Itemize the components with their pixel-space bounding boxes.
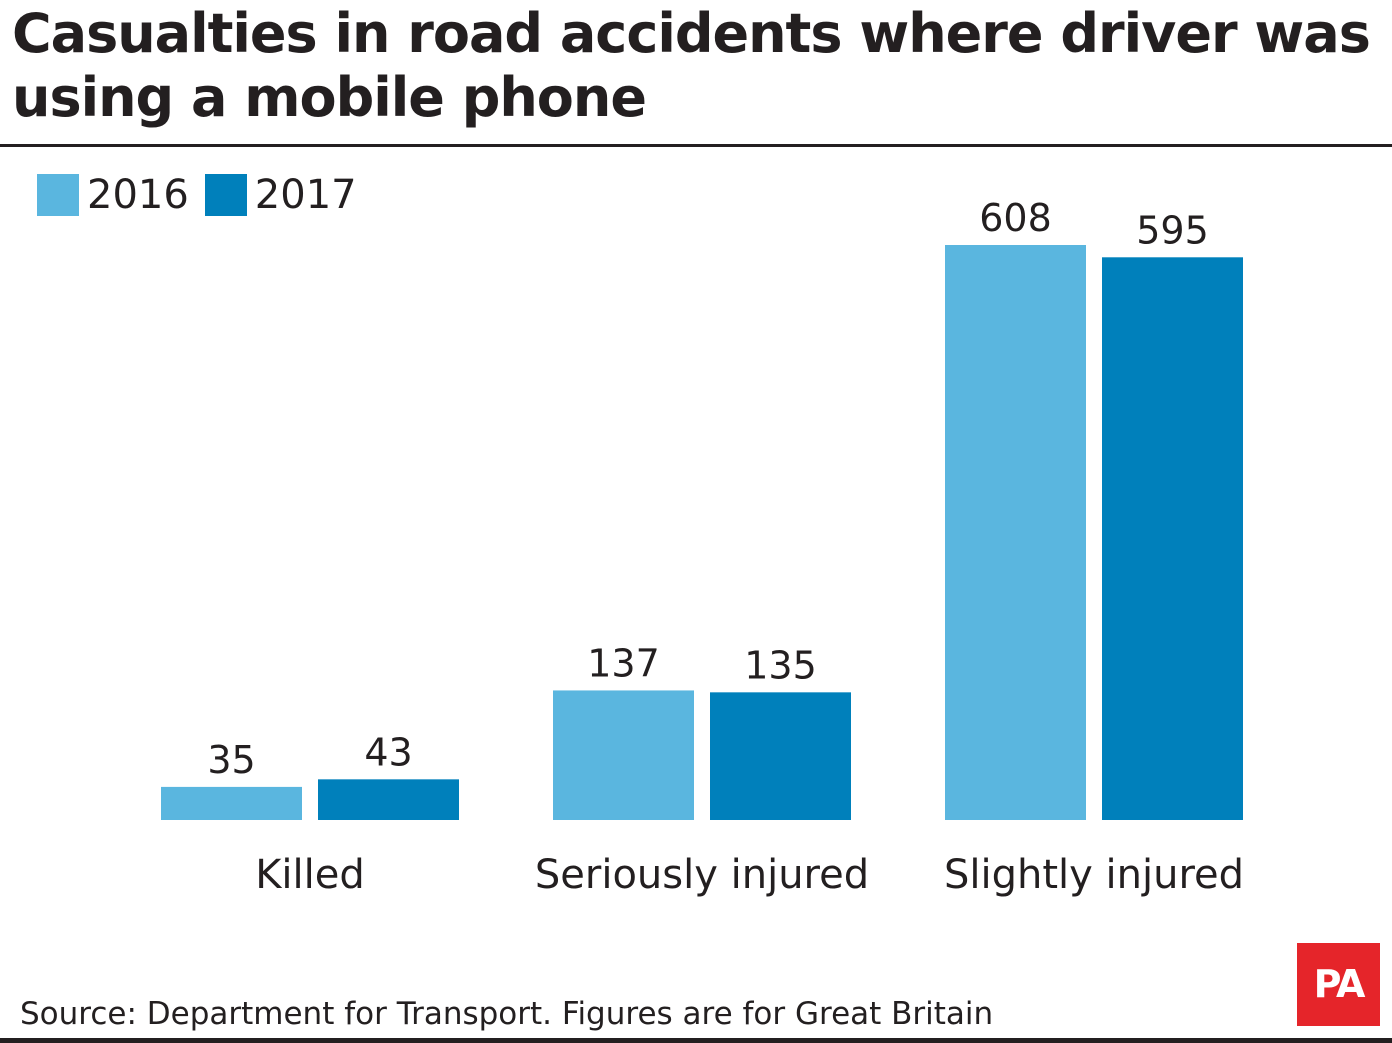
data-label-slightly-injured-2017: 595 (1136, 208, 1209, 252)
bar-slightly-injured-2016 (945, 245, 1086, 820)
legend-item-2017: 2017 (204, 172, 357, 218)
source-note: Source: Department for Transport. Figure… (20, 996, 994, 1032)
legend: 2016 2017 (37, 172, 373, 218)
bar-killed-2017 (318, 779, 459, 820)
legend-label-2017: 2017 (254, 172, 357, 218)
bottom-divider (0, 1038, 1392, 1043)
pa-logo: PA (1297, 943, 1380, 1026)
data-label-killed-2016: 35 (207, 738, 255, 782)
data-label-killed-2017: 43 (364, 730, 412, 774)
category-label-seriously-injured: Seriously injured (535, 852, 869, 898)
bar-seriously-injured-2016 (553, 690, 694, 820)
category-label-slightly-injured: Slightly injured (944, 852, 1244, 898)
data-label-slightly-injured-2016: 608 (979, 196, 1052, 240)
legend-item-2016: 2016 (37, 172, 189, 218)
data-label-seriously-injured-2017: 135 (744, 643, 817, 687)
category-label-killed: Killed (255, 852, 365, 898)
legend-label-2016: 2016 (87, 172, 189, 218)
title-divider (0, 144, 1392, 147)
bar-seriously-injured-2017 (710, 692, 851, 820)
chart-title: Casualties in road accidents where drive… (12, 2, 1371, 129)
bar-killed-2016 (161, 786, 302, 820)
data-label-seriously-injured-2016: 137 (587, 641, 660, 685)
bar-slightly-injured-2017 (1102, 257, 1243, 820)
legend-swatch-2016 (37, 174, 79, 216)
legend-swatch-2017 (204, 174, 247, 216)
